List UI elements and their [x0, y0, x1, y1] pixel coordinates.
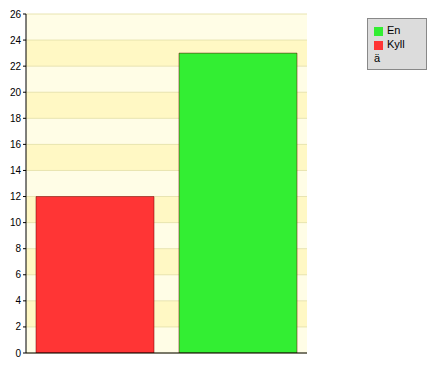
svg-text:14: 14: [10, 165, 22, 176]
svg-text:2: 2: [15, 321, 21, 332]
svg-text:0: 0: [15, 348, 21, 357]
svg-text:26: 26: [10, 9, 22, 20]
svg-text:20: 20: [10, 87, 22, 98]
svg-text:16: 16: [10, 139, 22, 150]
svg-text:10: 10: [10, 217, 22, 228]
html-text:Kyllä: Kyllä: [374, 38, 405, 64]
svg-text:8: 8: [15, 243, 21, 254]
svg-text:6: 6: [15, 269, 21, 280]
svg-text:22: 22: [10, 61, 22, 72]
svg-text:4: 4: [15, 295, 21, 306]
svg-text:18: 18: [10, 113, 22, 124]
html-text:En: En: [387, 24, 401, 36]
svg-text:24: 24: [10, 35, 22, 46]
svg-text:12: 12: [10, 191, 22, 202]
